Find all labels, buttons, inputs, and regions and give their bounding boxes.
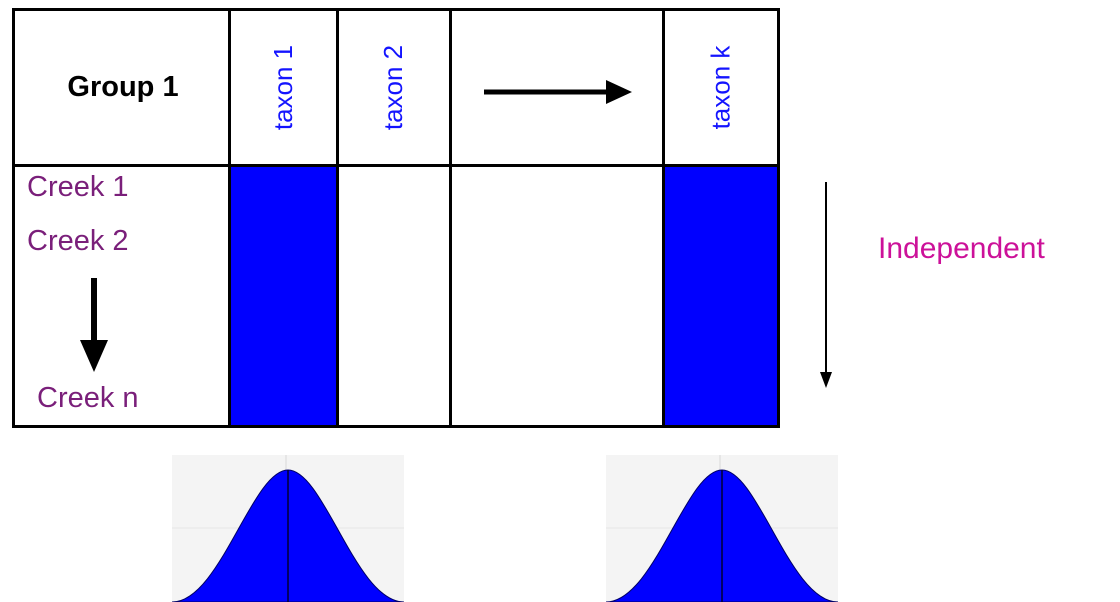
taxon-k-fill bbox=[665, 167, 777, 425]
group-title: Group 1 bbox=[67, 71, 179, 103]
grid-line bbox=[336, 11, 339, 425]
grid-line bbox=[449, 11, 452, 425]
grid-line bbox=[662, 11, 665, 425]
right-arrow-icon bbox=[484, 80, 632, 104]
down-arrow-icon bbox=[80, 278, 108, 372]
creek-n-label: Creek n bbox=[37, 382, 139, 414]
grid-line bbox=[228, 11, 231, 425]
distribution-curve-taxon-1 bbox=[172, 455, 404, 602]
grid-line bbox=[15, 164, 777, 167]
independent-arrow-icon bbox=[820, 182, 832, 388]
taxa-grid: Group 1 taxon 1 taxon 2 taxon k Creek 1 … bbox=[12, 8, 780, 428]
independent-label: Independent bbox=[878, 232, 1045, 265]
taxon-1-fill bbox=[231, 167, 336, 425]
creek-1-label: Creek 1 bbox=[27, 171, 129, 203]
creek-2-label: Creek 2 bbox=[27, 225, 129, 257]
distribution-curve-taxon-k bbox=[606, 455, 838, 602]
